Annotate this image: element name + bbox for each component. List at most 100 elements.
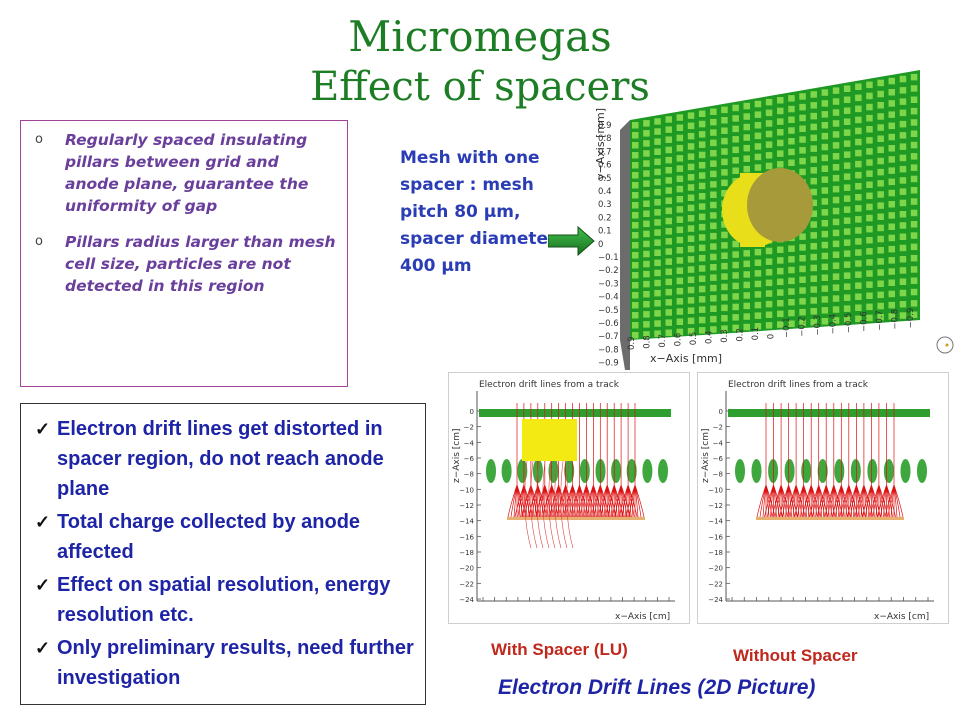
mesh-cell: [832, 153, 840, 160]
mesh-cell: [866, 81, 873, 89]
mesh-cell: [899, 109, 907, 117]
mesh-cell: [698, 306, 706, 313]
mesh-cell: [654, 310, 661, 317]
mesh-cell: [754, 143, 762, 150]
mesh-cell: [732, 314, 739, 321]
mesh-cell: [698, 162, 706, 169]
mesh-cell: [654, 219, 661, 226]
mesh-cell: [855, 94, 862, 102]
bottom-title: Electron Drift Lines (2D Picture): [498, 676, 816, 699]
mesh-cell: [888, 89, 895, 96]
mesh-cell: [788, 245, 795, 252]
mesh-cell: [899, 98, 907, 105]
mesh-cell: [899, 75, 907, 83]
mesh-cell: [765, 98, 773, 106]
mesh-x-tick: 0.8: [643, 335, 653, 349]
mesh-cell: [721, 325, 728, 332]
mesh-cell: [743, 155, 750, 162]
mesh-cell: [788, 288, 795, 295]
mesh-cell: [687, 215, 695, 222]
mesh-x-tick: 0.1: [751, 327, 761, 341]
mesh-cell: [732, 272, 739, 279]
mesh-cell: [866, 192, 873, 200]
mesh-cell: [654, 199, 661, 206]
drift-right-wire: [768, 459, 779, 483]
mesh-cell: [832, 142, 840, 149]
mesh-cell: [698, 131, 706, 138]
drift-left-y-tick: −6: [464, 455, 475, 463]
mesh-cell: [866, 225, 873, 233]
conclusion-4: Only preliminary results, need further i…: [27, 633, 417, 693]
mesh-cell: [888, 201, 895, 208]
mesh-cell: [676, 236, 684, 244]
mesh-cell: [721, 283, 728, 291]
mesh-cell: [743, 134, 750, 141]
mesh-cell: [855, 282, 862, 289]
mesh-cell: [832, 174, 840, 182]
mesh-cell: [698, 172, 706, 179]
mesh-cell: [855, 293, 862, 300]
mesh-x-tick: 0.2: [736, 328, 746, 342]
conclusion-1: Electron drift lines get distorted in sp…: [27, 414, 417, 504]
drift-right-y-tick: −2: [713, 424, 723, 432]
mesh-cell: [832, 164, 840, 171]
drift-right-wire: [883, 459, 894, 483]
mesh-y-axis-label: y−Axis [mm]: [594, 108, 607, 180]
mesh-cell: [687, 184, 695, 191]
mesh-y-tick: 0: [598, 240, 603, 250]
mesh-cell: [866, 303, 873, 311]
mesh-cell: [910, 73, 918, 81]
mesh-cell: [910, 141, 918, 149]
mesh-cell: [810, 123, 817, 131]
mesh-y-tick: 0.5: [598, 174, 612, 184]
mesh-cell: [877, 213, 884, 220]
mesh-y-tick: 0.6: [598, 161, 612, 171]
mesh-cell: [721, 117, 728, 124]
mesh-cell: [910, 96, 918, 103]
mesh-cell: [799, 298, 806, 305]
drift-left-wire: [642, 459, 653, 483]
mesh-cell: [866, 114, 873, 122]
mesh-cell: [732, 167, 739, 174]
mesh-cell: [698, 254, 706, 262]
mesh-cell: [643, 280, 650, 288]
mesh-cell: [832, 218, 840, 226]
mesh-cell: [765, 300, 773, 308]
mesh-cell: [654, 188, 661, 196]
mesh-cell: [732, 324, 739, 332]
mesh-cell: [866, 92, 873, 100]
mesh-cell: [665, 197, 672, 204]
mesh-cell: [899, 267, 907, 274]
mesh-cell: [832, 229, 840, 237]
mesh-cell: [732, 282, 739, 290]
mesh-x-tick: −0.2: [798, 316, 808, 337]
mesh-cell: [843, 96, 851, 103]
mesh-cell: [632, 152, 639, 159]
mesh-cell: [676, 155, 684, 162]
mesh-cell: [866, 237, 873, 244]
mesh-cell: [832, 317, 840, 324]
drift-right-y-tick: −12: [708, 502, 723, 510]
mesh-cell: [843, 140, 851, 147]
mesh-cell: [810, 253, 817, 261]
drift-left-y-axis-label: z−Axis [cm]: [452, 428, 462, 483]
mesh-cell: [843, 316, 851, 323]
mesh-cell: [799, 114, 806, 122]
drift-left-wire: [611, 459, 622, 483]
mesh-cell: [632, 272, 639, 279]
mesh-cell: [654, 158, 661, 166]
mesh-cell: [777, 139, 784, 147]
mesh-cell: [777, 257, 784, 264]
mesh-cell: [687, 204, 695, 212]
slide-title-line1: Micromegas: [348, 12, 612, 61]
mesh-cell: [810, 308, 817, 315]
mesh-cell: [710, 253, 717, 261]
mesh-cell: [777, 161, 784, 168]
drift-left-y-tick: −4: [464, 439, 475, 447]
mesh-cell: [777, 150, 784, 157]
mesh-cell: [654, 330, 661, 337]
mesh-y-tick: −0.1: [598, 253, 619, 263]
mesh-cell: [888, 122, 895, 130]
drift-right-y-tick: −24: [708, 596, 723, 604]
mesh-cell: [676, 216, 684, 223]
